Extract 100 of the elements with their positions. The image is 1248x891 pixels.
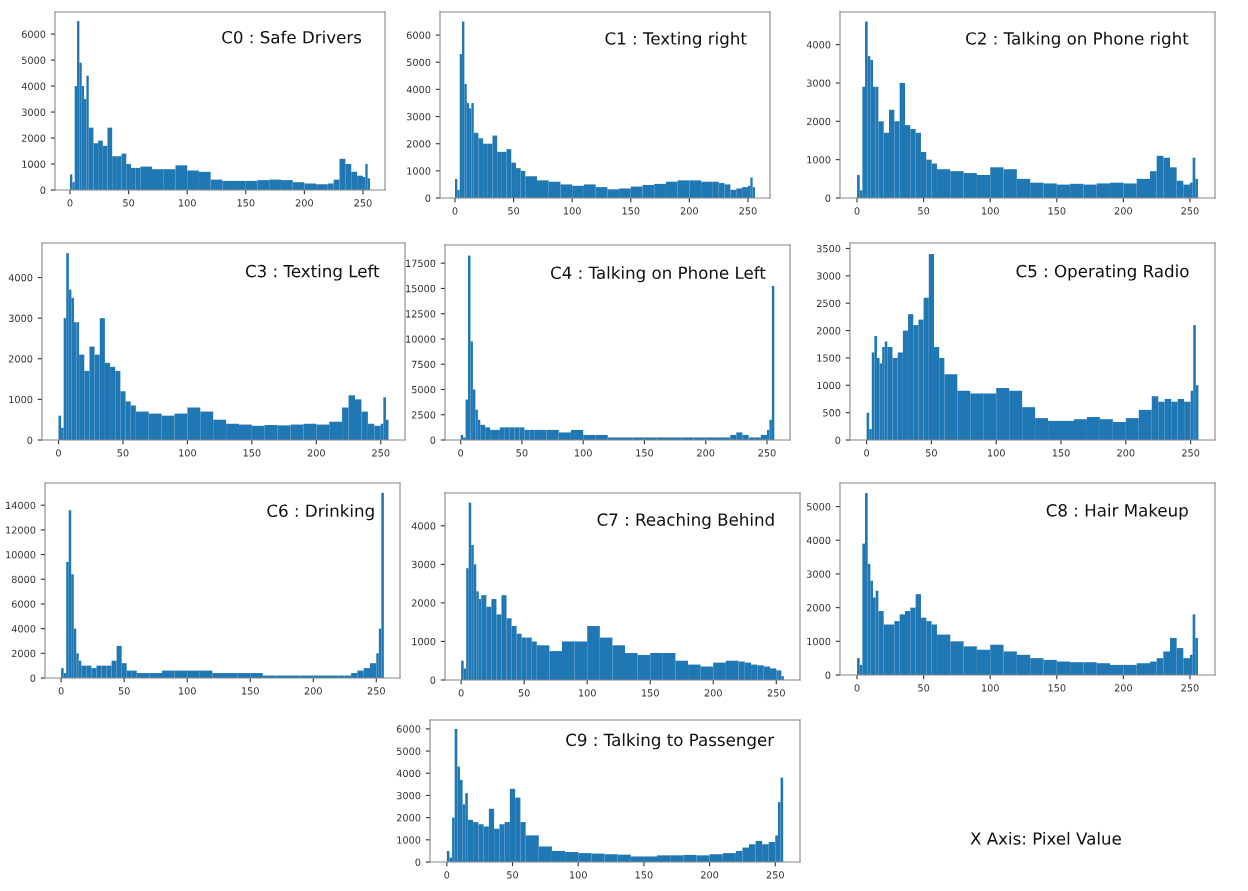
x-tick-label: 0 (56, 449, 61, 457)
x-tick-label: 50 (117, 449, 129, 457)
y-tick-label: 1500 (817, 354, 841, 362)
y-tick-label: 4000 (406, 85, 431, 94)
y-tick-label: 0 (430, 676, 436, 684)
y-tick-label: 2000 (806, 604, 831, 612)
text: C7 : Reaching Behind (597, 512, 774, 530)
x-tick-label: 250 (372, 449, 390, 457)
y-tick-label: 3000 (806, 570, 831, 578)
y-tick-label: 15000 (406, 284, 436, 293)
text: C5 : Operating Radio (1016, 264, 1189, 281)
text: C3 : Texting Left (245, 264, 380, 281)
y-tick-label: 0 (27, 436, 33, 444)
x-tick-label: 0 (458, 449, 464, 457)
y-tick-label: 0 (825, 194, 831, 202)
y-tick-label: 1000 (407, 167, 431, 175)
x-tick-label: 200 (1114, 207, 1133, 215)
y-tick-label: 0 (835, 436, 841, 444)
x-tick-label: 200 (704, 689, 722, 697)
y-tick-label: 14000 (6, 501, 36, 510)
y-tick-label: 6000 (21, 30, 46, 38)
x-tick-label: 50 (925, 449, 937, 457)
y-tick-label: 5000 (396, 747, 421, 755)
y-tick-label: 2000 (21, 134, 46, 142)
x-tick-label: 150 (242, 687, 259, 695)
y-tick-label: 0 (430, 436, 436, 444)
y-tick-label: 10000 (6, 551, 36, 559)
x-tick-label: 150 (1052, 449, 1070, 457)
x-tick-label: 150 (243, 449, 261, 457)
x-tick-label: 0 (458, 689, 464, 697)
y-tick-label: 12000 (6, 526, 36, 534)
x-tick-label: 100 (578, 689, 596, 697)
y-tick-label: 2000 (806, 117, 831, 126)
x-tick-label: 100 (178, 687, 196, 695)
x-tick-label: 200 (295, 199, 314, 207)
y-tick-label: 12500 (406, 310, 436, 318)
y-tick-label: 4000 (21, 82, 46, 90)
text: C9 : Talking to Passenger (566, 733, 775, 750)
y-tick-label: 6000 (396, 725, 421, 733)
y-tick-label: 1000 (397, 836, 421, 844)
y-tick-label: 8000 (11, 575, 36, 584)
x-tick-label: 100 (563, 207, 581, 215)
y-tick-label: 10000 (406, 335, 436, 343)
x-tick-label: 0 (67, 199, 73, 207)
y-tick-label: 1000 (807, 156, 831, 164)
y-tick-label: 500 (823, 409, 841, 417)
y-tick-label: 4000 (396, 769, 421, 778)
x-tick-label: 50 (918, 207, 930, 215)
x-tick-label: 200 (304, 687, 322, 695)
y-tick-label: 4000 (11, 625, 36, 633)
x-tick-label: 0 (58, 687, 64, 695)
x-tick-label: 0 (854, 207, 860, 215)
x-tick-label: 200 (1114, 684, 1133, 692)
x-tick-label: 200 (701, 871, 719, 879)
x-tick-label: 100 (570, 871, 587, 879)
x-tick-label: 250 (739, 207, 757, 215)
y-tick-label: 4000 (806, 41, 831, 49)
y-tick-label: 0 (425, 194, 431, 202)
y-tick-label: 2500 (411, 411, 436, 419)
y-tick-label: 2000 (406, 140, 431, 148)
y-tick-label: 3000 (806, 79, 831, 87)
y-tick-label: 2000 (411, 599, 436, 607)
y-tick-label: 1000 (412, 637, 436, 646)
y-tick-label: 2000 (11, 649, 36, 658)
x-tick-label: 0 (444, 871, 450, 879)
y-tick-label: 0 (415, 858, 421, 866)
x-tick-label: 150 (1048, 207, 1066, 215)
x-tick-label: 250 (767, 689, 785, 697)
x-tick-label: 100 (982, 207, 999, 215)
x-tick-label: 250 (367, 687, 385, 695)
y-tick-label: 5000 (411, 385, 436, 394)
x-tick-label: 100 (178, 199, 196, 207)
x-tick-label: 50 (518, 689, 530, 697)
x-tick-label: 250 (766, 871, 784, 879)
x-tick-label: 200 (1117, 449, 1135, 457)
x-tick-label: 50 (516, 449, 528, 457)
x-tick-label: 50 (507, 871, 519, 879)
y-tick-label: 6000 (406, 31, 431, 39)
y-tick-label: 5000 (406, 58, 431, 67)
text: C8 : Hair Makeup (1046, 503, 1188, 520)
x-tick-label: 150 (635, 871, 653, 879)
x-tick-label: 200 (697, 449, 715, 457)
x-tick-label: 50 (118, 687, 130, 695)
x-tick-label: 200 (680, 207, 699, 215)
y-tick-label: 2000 (396, 814, 421, 822)
text: C2 : Talking on Phone right (966, 31, 1189, 48)
x-tick-label: 150 (237, 199, 255, 207)
x-tick-label: 150 (1048, 684, 1066, 692)
x-tick-label: 150 (622, 207, 640, 215)
y-tick-label: 3000 (396, 791, 421, 800)
y-tick-label: 1000 (22, 160, 46, 168)
x-tick-label: 150 (636, 449, 654, 457)
y-tick-label: 0 (40, 186, 46, 194)
x-tick-label: 0 (854, 684, 860, 692)
text: C4 : Talking on Phone Left (551, 266, 766, 283)
y-tick-label: 3000 (816, 272, 841, 280)
text: C0 : Safe Drivers (222, 30, 362, 44)
x-tick-label: 50 (508, 207, 520, 215)
y-tick-label: 5000 (21, 56, 46, 64)
text: C6 : Drinking (267, 504, 374, 521)
